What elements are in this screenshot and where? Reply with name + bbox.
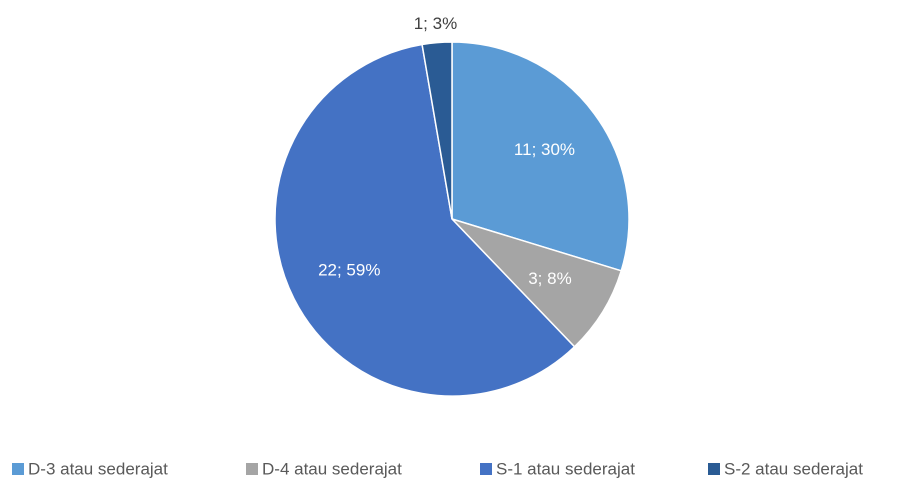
legend-label: S-1 atau sederajat [496,459,635,478]
pie-slice [274,43,576,397]
legend-swatch [708,463,720,475]
data-label: 3; 8% [528,269,571,288]
data-label: 22; 59% [318,260,380,279]
pie-slice [449,217,623,348]
legend-swatch [12,463,24,475]
legend-swatch [480,463,492,475]
pie-slice [421,41,453,220]
pie-slice [451,41,630,272]
data-label: 1; 3% [414,14,457,33]
legend-label: S-2 atau sederajat [724,459,863,478]
legend-swatch [246,463,258,475]
legend-label: D-4 atau sederajat [262,459,402,478]
data-label: 11; 30% [514,140,575,159]
legend-label: D-3 atau sederajat [28,459,168,478]
